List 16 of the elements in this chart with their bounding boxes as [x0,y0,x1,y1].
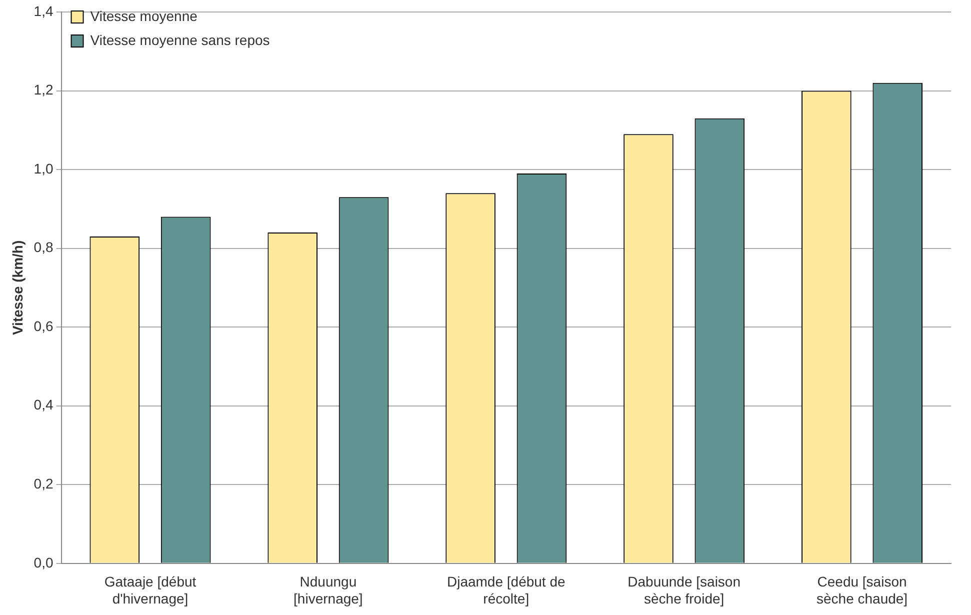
legend-label: Vitesse moyenne [90,8,198,24]
x-tick-label: Dabuunde [saison sèche froide] [628,574,741,606]
x-tick-label: Ceedu [saison sèche chaude] [816,574,908,606]
y-tick-label: 1,4 [34,2,54,19]
y-tick-label: 0,0 [34,554,54,570]
y-tick-label: 0,8 [34,239,54,256]
x-tick-label: Gataaje [début d'hivernage] [104,574,196,606]
x-tick-label: Djaamde [début de récolte] [446,574,566,606]
y-tick-label: 0,6 [34,318,54,334]
y-tick-label: 1,0 [34,160,54,176]
y-tick-label: 0,4 [34,396,54,413]
y-tick-label: 0,2 [34,475,54,492]
y-axis-title: Vitesse (km/h) [9,240,26,336]
legend-label: Vitesse moyenne sans repos [90,32,270,48]
y-tick-label: 1,2 [34,82,54,98]
x-tick-label: Nduungu [hivernage] [294,574,363,606]
